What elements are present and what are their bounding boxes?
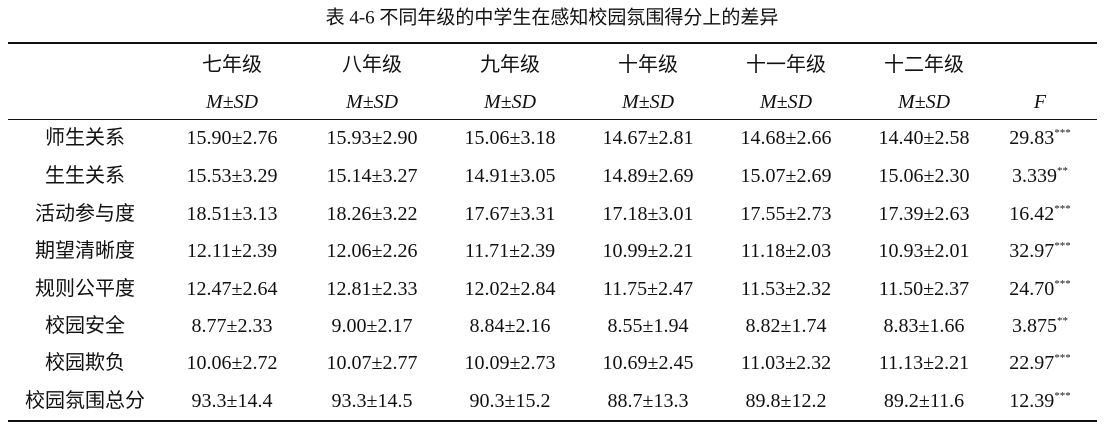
cell: 8.82±1.74 xyxy=(745,315,827,337)
cell: 15.53±3.29 xyxy=(186,165,278,187)
row-label: 校园欺负 xyxy=(45,352,125,374)
cell: 9.00±2.17 xyxy=(331,315,413,337)
cell: 12.06±2.26 xyxy=(326,240,418,262)
cell: 12.11±2.39 xyxy=(186,240,278,262)
cell: 17.67±3.31 xyxy=(464,203,556,225)
cell: 11.75±2.47 xyxy=(602,278,694,300)
cell: 11.18±2.03 xyxy=(740,240,832,262)
f-cell: 16.42*** xyxy=(1009,203,1071,225)
header-rule xyxy=(8,119,1097,120)
significance: *** xyxy=(1054,240,1071,252)
f-value: 3.875 xyxy=(1012,315,1057,337)
stat-header: M±SD xyxy=(483,91,537,113)
cell: 89.8±12.2 xyxy=(745,390,827,412)
row-label: 规则公平度 xyxy=(35,278,135,300)
cell: 14.89±2.69 xyxy=(602,165,694,187)
f-cell: 32.97*** xyxy=(1009,240,1071,262)
f-cell: 22.97*** xyxy=(1009,352,1071,374)
stat-header: M±SD xyxy=(621,91,675,113)
bottom-rule xyxy=(8,420,1097,422)
cell: 15.93±2.90 xyxy=(326,127,418,149)
cell: 15.06±2.30 xyxy=(878,165,970,187)
row-label: 校园安全 xyxy=(45,315,125,337)
f-header: F xyxy=(1033,91,1047,113)
f-cell: 12.39*** xyxy=(1009,390,1071,412)
row-label: 校园氛围总分 xyxy=(25,390,145,412)
cell: 10.69±2.45 xyxy=(602,352,694,374)
cell: 11.50±2.37 xyxy=(878,278,970,300)
row-label: 期望清晰度 xyxy=(35,240,135,262)
cell: 11.53±2.32 xyxy=(740,278,832,300)
cell: 14.67±2.81 xyxy=(602,127,694,149)
f-value: 32.97 xyxy=(1009,240,1055,262)
f-cell: 3.875** xyxy=(1012,315,1068,337)
f-value: 16.42 xyxy=(1009,203,1055,225)
cell: 90.3±15.2 xyxy=(469,390,551,412)
significance: *** xyxy=(1054,203,1071,215)
f-value: 22.97 xyxy=(1009,352,1055,374)
stat-header: M±SD xyxy=(759,91,813,113)
cell: 11.03±2.32 xyxy=(740,352,832,374)
cell: 8.84±2.16 xyxy=(469,315,551,337)
cell: 11.71±2.39 xyxy=(464,240,556,262)
cell: 14.40±2.58 xyxy=(878,127,970,149)
table-title: 表 4-6 不同年级的中学生在感知校园氛围得分上的差异 xyxy=(325,7,779,29)
grade-header: 十年级 xyxy=(618,54,678,76)
cell: 15.06±3.18 xyxy=(464,127,556,149)
stat-header: M±SD xyxy=(205,91,259,113)
cell: 12.81±2.33 xyxy=(326,278,418,300)
grade-header: 十二年级 xyxy=(884,54,964,76)
cell: 10.07±2.77 xyxy=(326,352,418,374)
row-label: 活动参与度 xyxy=(35,203,135,225)
cell: 93.3±14.5 xyxy=(331,390,413,412)
stat-header: M±SD xyxy=(345,91,399,113)
grade-header: 十一年级 xyxy=(746,54,826,76)
cell: 18.26±3.22 xyxy=(326,203,418,225)
stat-header: M±SD xyxy=(897,91,951,113)
cell: 14.68±2.66 xyxy=(740,127,832,149)
f-cell: 29.83*** xyxy=(1009,127,1071,149)
row-label: 生生关系 xyxy=(45,165,125,187)
cell: 8.83±1.66 xyxy=(883,315,965,337)
cell: 10.93±2.01 xyxy=(878,240,970,262)
significance: *** xyxy=(1054,390,1071,402)
cell: 17.55±2.73 xyxy=(740,203,832,225)
cell: 15.07±2.69 xyxy=(740,165,832,187)
cell: 15.14±3.27 xyxy=(326,165,418,187)
cell: 17.18±3.01 xyxy=(602,203,694,225)
grade-header: 七年级 xyxy=(202,54,262,76)
cell: 12.02±2.84 xyxy=(464,278,556,300)
cell: 8.77±2.33 xyxy=(191,315,273,337)
cell: 10.09±2.73 xyxy=(464,352,556,374)
cell: 17.39±2.63 xyxy=(878,203,970,225)
cell: 89.2±11.6 xyxy=(883,390,965,412)
cell: 11.13±2.21 xyxy=(878,352,970,374)
row-label: 师生关系 xyxy=(45,127,125,149)
cell: 8.55±1.94 xyxy=(607,315,689,337)
cell: 10.99±2.21 xyxy=(602,240,694,262)
significance: *** xyxy=(1054,278,1071,290)
significance: ** xyxy=(1057,165,1068,177)
f-value: 24.70 xyxy=(1009,278,1055,300)
cell: 10.06±2.72 xyxy=(186,352,278,374)
cell: 18.51±3.13 xyxy=(186,203,278,225)
grade-header: 九年级 xyxy=(480,54,540,76)
f-value: 12.39 xyxy=(1009,390,1055,412)
significance: *** xyxy=(1054,127,1071,139)
significance: *** xyxy=(1054,352,1071,364)
cell: 15.90±2.76 xyxy=(186,127,278,149)
f-value: 3.339 xyxy=(1012,165,1057,187)
grade-header: 八年级 xyxy=(342,54,402,76)
f-cell: 3.339** xyxy=(1012,165,1068,187)
cell: 12.47±2.64 xyxy=(186,278,278,300)
top-rule xyxy=(8,42,1097,44)
significance: ** xyxy=(1057,315,1068,327)
cell: 14.91±3.05 xyxy=(464,165,556,187)
f-value: 29.83 xyxy=(1009,127,1055,149)
cell: 88.7±13.3 xyxy=(607,390,689,412)
f-cell: 24.70*** xyxy=(1009,278,1071,300)
cell: 93.3±14.4 xyxy=(191,390,273,412)
